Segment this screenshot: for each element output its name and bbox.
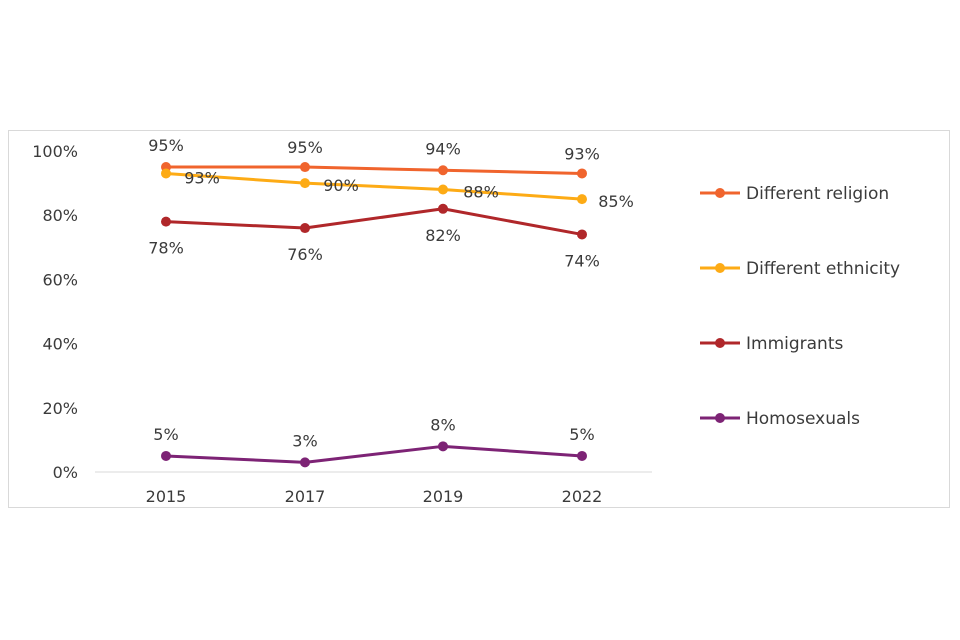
data-point <box>161 216 171 227</box>
chart-frame <box>8 130 950 508</box>
y-tick-label: 0% <box>53 463 78 482</box>
data-point <box>438 165 448 176</box>
legend-marker <box>715 188 725 198</box>
data-label: 3% <box>292 431 317 450</box>
data-label: 88% <box>463 183 499 202</box>
data-label: 8% <box>430 415 455 434</box>
data-point <box>577 229 587 240</box>
data-point <box>438 203 448 214</box>
x-tick-label: 2015 <box>146 487 187 506</box>
data-point <box>300 457 310 468</box>
data-label: 93% <box>564 144 600 163</box>
x-tick-label: 2017 <box>285 487 326 506</box>
series-line <box>166 165 583 175</box>
legend-label: Different ethnicity <box>746 259 900 279</box>
data-point <box>300 178 310 189</box>
data-point <box>300 223 310 234</box>
data-label: 94% <box>425 139 461 158</box>
legend-marker <box>715 413 725 423</box>
data-label: 5% <box>153 425 178 444</box>
legend-marker <box>715 263 725 273</box>
y-tick-label: 80% <box>42 206 78 225</box>
data-label: 93% <box>184 168 220 187</box>
data-label: 5% <box>569 425 594 444</box>
legend-marker <box>715 338 725 348</box>
x-tick-label: 2022 <box>562 487 603 506</box>
data-point <box>577 194 587 205</box>
y-tick-label: 100% <box>32 142 78 161</box>
series-line <box>165 207 583 236</box>
series-line <box>165 171 583 201</box>
data-label: 95% <box>148 136 184 155</box>
data-label: 85% <box>598 192 634 211</box>
data-label: 76% <box>287 245 323 264</box>
data-label: 82% <box>425 226 461 245</box>
x-tick-label: 2019 <box>423 487 464 506</box>
data-label: 78% <box>148 239 184 258</box>
legend-label: Different religion <box>746 184 889 204</box>
data-label: 90% <box>323 176 359 195</box>
data-point <box>438 184 448 195</box>
legend-label: Homosexuals <box>746 409 860 429</box>
legend-label: Immigrants <box>746 334 843 354</box>
y-tick-label: 40% <box>42 335 78 354</box>
data-point <box>438 441 448 452</box>
data-point <box>161 168 171 179</box>
data-point <box>577 168 587 179</box>
y-tick-label: 60% <box>42 270 78 289</box>
y-tick-label: 20% <box>42 399 78 418</box>
data-point <box>300 162 310 173</box>
data-point <box>161 450 171 461</box>
series-line <box>165 444 583 464</box>
data-point <box>577 450 587 461</box>
data-label: 95% <box>287 138 323 157</box>
data-label: 74% <box>564 251 600 270</box>
